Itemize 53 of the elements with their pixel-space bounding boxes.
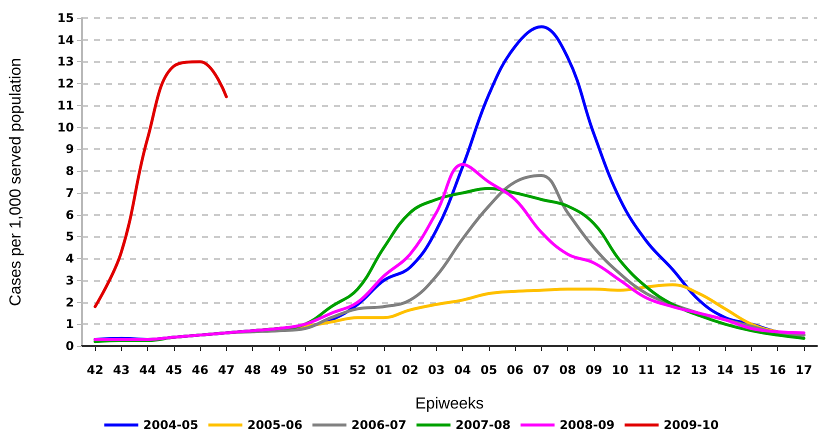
x-tick-label: 17 [796,363,812,377]
x-tick-label: 03 [428,363,445,377]
y-tick-label: 8 [66,164,74,178]
x-axis-title: Epiweeks [415,396,484,412]
x-tick-label: 02 [402,363,418,377]
line-series [94,60,228,308]
y-tick-label: 10 [57,120,74,134]
y-tick-label: 15 [57,11,74,25]
y-tick-label: 2 [66,295,74,310]
legend-label: 2009-10 [664,418,719,432]
x-tick-label: 13 [690,363,708,377]
x-tick-label: 14 [716,363,734,377]
x-tick-label: 06 [506,363,524,377]
x-tick-label: 15 [743,363,760,377]
legend-label: 2007-08 [456,418,511,432]
y-tick-label: 12 [57,76,74,91]
x-tick-label: 16 [769,363,786,377]
y-tick-label: 11 [57,98,74,112]
y-tick-label: 6 [66,208,74,222]
x-tick-label: 44 [139,363,156,377]
x-tick-label: 10 [612,363,628,377]
x-tick-label: 07 [533,363,550,377]
x-tick-label: 50 [296,363,314,377]
x-tick-label: 52 [349,363,366,377]
legend-label: 2006-07 [351,418,406,432]
x-tick-label: 09 [586,363,602,377]
x-tick-label: 05 [480,363,498,377]
x-tick-label: 12 [664,363,681,377]
legend-label: 2008-09 [560,418,615,432]
x-tick-label: 45 [166,363,182,377]
x-tick-label: 42 [86,363,104,377]
y-tick-label: 4 [66,252,74,266]
x-tick-label: 51 [323,363,340,377]
y-tick-label: 14 [57,32,74,47]
legend-label: 2004-05 [143,418,198,432]
y-tick-label: 13 [57,54,74,69]
x-tick-label: 04 [454,363,471,377]
x-tick-label: 08 [559,363,576,377]
y-tick-label: 7 [66,186,74,200]
x-tick-label: 49 [270,363,288,377]
x-tick-label: 47 [218,363,235,377]
x-tick-label: 48 [244,363,261,377]
y-tick-label: 0 [66,339,74,353]
y-tick-label: 1 [66,317,74,332]
x-tick-label: 46 [192,363,208,377]
x-tick-label: 11 [638,363,655,377]
legend-label: 2005-06 [247,418,302,432]
y-tick-label: 9 [66,142,74,156]
y-tick-label: 3 [66,273,74,288]
x-tick-label: 43 [113,363,130,377]
x-tick-label: 01 [376,363,392,377]
y-axis-title: Cases per 1,000 served population [8,58,24,306]
y-tick-label: 5 [66,230,74,244]
